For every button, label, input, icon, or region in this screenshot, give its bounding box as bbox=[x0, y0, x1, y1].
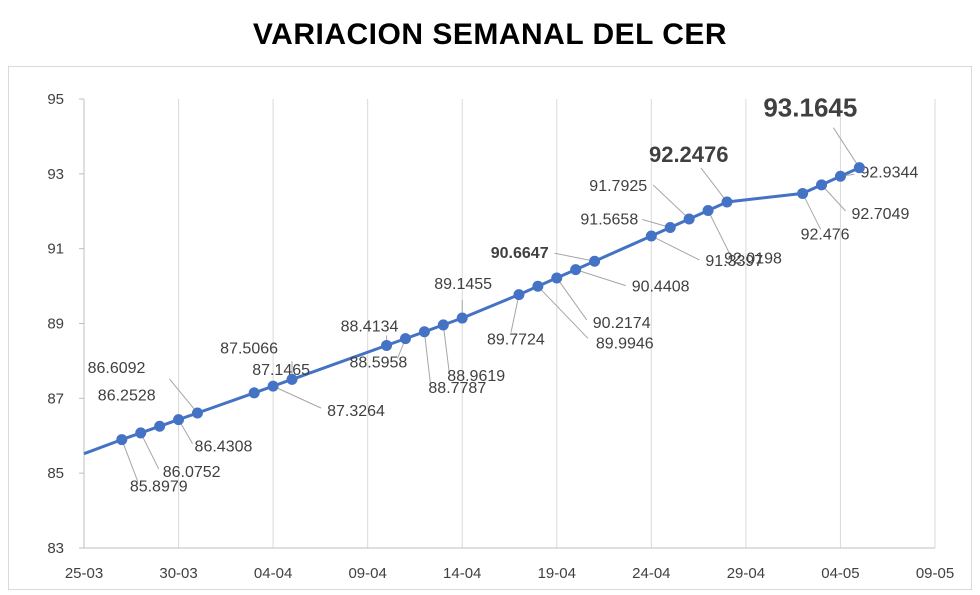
label-leader-line bbox=[802, 193, 822, 230]
label-leader-line bbox=[140, 432, 160, 470]
data-point bbox=[399, 333, 411, 345]
x-tick-label: 30-03 bbox=[159, 565, 197, 582]
data-label: 92.9344 bbox=[860, 164, 918, 181]
data-point bbox=[797, 187, 809, 199]
data-label: 86.2528 bbox=[98, 387, 156, 404]
label-leader-line bbox=[272, 385, 322, 409]
data-label: 90.2174 bbox=[593, 315, 651, 332]
y-tick-label: 83 bbox=[47, 540, 64, 557]
data-point bbox=[437, 319, 449, 331]
label-leader-line bbox=[832, 127, 860, 168]
x-tick-label: 19-04 bbox=[538, 565, 576, 582]
data-point bbox=[286, 373, 298, 385]
data-label: 89.7724 bbox=[487, 332, 545, 349]
data-point bbox=[664, 221, 676, 233]
label-leader-line bbox=[121, 439, 139, 482]
data-label: 91.7925 bbox=[589, 178, 647, 195]
y-tick-label: 93 bbox=[47, 166, 64, 183]
data-point bbox=[551, 272, 563, 284]
x-tick-label: 04-05 bbox=[821, 565, 859, 582]
label-leader-line bbox=[510, 294, 520, 333]
data-label: 91.5658 bbox=[580, 211, 638, 228]
data-point bbox=[248, 387, 260, 399]
label-leader-line bbox=[575, 269, 626, 287]
y-tick-label: 89 bbox=[47, 316, 64, 333]
label-leader-line bbox=[169, 378, 198, 414]
data-point bbox=[816, 179, 828, 191]
x-tick-label: 29-04 bbox=[727, 565, 765, 582]
data-point bbox=[683, 213, 695, 225]
data-point bbox=[645, 230, 657, 242]
data-point bbox=[513, 289, 525, 301]
x-tick-label: 09-04 bbox=[348, 565, 386, 582]
chart-title: VARIACION SEMANAL DEL CER bbox=[252, 18, 728, 51]
data-point bbox=[834, 170, 846, 182]
data-point bbox=[267, 380, 279, 392]
data-label: 88.4134 bbox=[341, 318, 399, 335]
label-leader-line bbox=[423, 331, 431, 384]
label-leader-line bbox=[537, 285, 589, 339]
y-tick-label: 85 bbox=[47, 465, 64, 482]
data-point bbox=[456, 312, 468, 324]
data-point bbox=[191, 407, 203, 419]
x-tick-label: 14-04 bbox=[443, 565, 481, 582]
label-leader-line bbox=[707, 210, 731, 255]
data-label: 90.6647 bbox=[491, 245, 549, 262]
data-label: 86.6092 bbox=[88, 360, 146, 377]
y-tick-label: 87 bbox=[47, 390, 64, 407]
data-label: 89.1455 bbox=[434, 276, 492, 293]
label-leader-line bbox=[652, 184, 690, 220]
label-leader-line bbox=[442, 324, 450, 373]
label-leader-line bbox=[554, 252, 595, 262]
x-tick-label: 04-04 bbox=[254, 565, 292, 582]
data-label: 93.1645 bbox=[763, 93, 857, 123]
data-label: 86.0752 bbox=[163, 464, 221, 481]
data-label: 92.7049 bbox=[852, 206, 910, 223]
label-leader-line bbox=[821, 184, 846, 212]
data-label: 92.2476 bbox=[649, 142, 729, 167]
data-label: 86.4308 bbox=[195, 439, 253, 456]
data-point bbox=[532, 280, 544, 292]
data-label: 88.7787 bbox=[428, 380, 486, 397]
data-label: 92.0198 bbox=[724, 251, 782, 268]
label-leader-line bbox=[700, 167, 728, 203]
data-point bbox=[721, 196, 733, 208]
data-label: 87.3264 bbox=[327, 403, 385, 420]
data-label: 91.3397 bbox=[705, 253, 763, 270]
data-point bbox=[173, 414, 185, 426]
x-tick-label: 25-03 bbox=[65, 565, 103, 582]
data-label: 92.476 bbox=[801, 226, 850, 243]
chart-frame bbox=[8, 66, 972, 590]
data-point bbox=[702, 205, 714, 217]
data-point bbox=[154, 420, 166, 432]
data-point bbox=[135, 427, 147, 439]
data-label: 89.9946 bbox=[596, 335, 654, 352]
y-tick-label: 95 bbox=[47, 91, 64, 108]
data-label: 85.8979 bbox=[130, 479, 188, 496]
data-point bbox=[418, 326, 430, 338]
label-leader-line bbox=[651, 235, 700, 261]
y-tick-label: 91 bbox=[47, 241, 64, 258]
data-label: 87.1465 bbox=[252, 362, 310, 379]
data-point bbox=[570, 264, 582, 276]
data-point bbox=[116, 434, 128, 446]
x-tick-label: 24-04 bbox=[632, 565, 670, 582]
data-label: 88.9619 bbox=[447, 368, 505, 385]
label-leader-line bbox=[556, 277, 588, 321]
data-point bbox=[381, 339, 393, 351]
x-tick-label: 09-05 bbox=[916, 565, 954, 582]
data-label: 88.5958 bbox=[349, 355, 407, 372]
data-label: 87.5066 bbox=[220, 340, 278, 357]
series-line bbox=[83, 166, 861, 456]
data-point bbox=[589, 255, 601, 267]
data-point bbox=[853, 162, 865, 174]
data-label: 90.4408 bbox=[632, 279, 690, 296]
